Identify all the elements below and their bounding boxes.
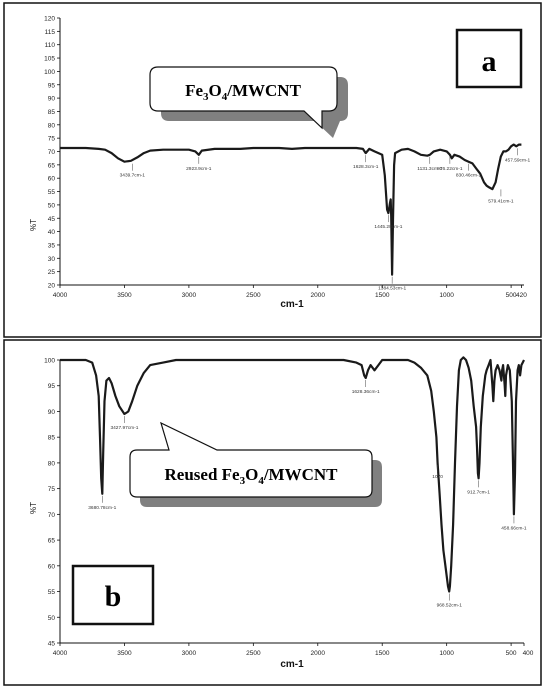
chart-b-spectrum-line	[60, 356, 525, 593]
chart-b-ytick-label: 80	[48, 460, 56, 467]
chart-a-ytick-label: 80	[48, 122, 56, 129]
chart-a-peak-label: 3439.7cm-1	[120, 173, 146, 179]
chart-a-ytick-label: 45	[48, 216, 56, 223]
chart-a-xtick-label: 2500	[246, 292, 261, 299]
chart-b-peak-label: 458.66cm-1	[501, 525, 527, 531]
chart-a-ytick-label: 85	[48, 109, 56, 116]
chart-b-xlabel: cm-1	[280, 659, 304, 670]
chart-b-ytick-label: 75	[48, 486, 56, 493]
chart-b-ytick-label: 100	[44, 358, 55, 365]
chart-b-peak-label: 1628.36cm-1	[352, 389, 380, 395]
chart-b-xtick-label: 1000	[439, 650, 454, 657]
panel-label-b-box: b	[71, 564, 155, 626]
chart-a-peak-label: 457.59cm-1	[505, 157, 531, 163]
chart-a-ytick-label: 35	[48, 242, 56, 249]
chart-b-ytick-label: 45	[48, 641, 56, 648]
chart-a-xtick-label: 3500	[117, 292, 132, 299]
chart-b-xtick-label: 3000	[182, 650, 197, 657]
chart-a-ytick-label: 75	[48, 136, 56, 143]
chart-b-xtick-label: 2000	[311, 650, 326, 657]
chart-a-peak-label: 1445.28cm-1	[374, 224, 402, 230]
chart-b-peak-label: 3680.78cm-1	[88, 505, 116, 511]
chart-a-ytick-label: 105	[44, 56, 55, 63]
callout-b-text: Reused Fe3O4/MWCNT	[165, 465, 339, 487]
panel-label-a-box: a	[455, 28, 523, 89]
chart-a-peak-label: 830.46cm-1	[456, 173, 482, 179]
chart-a: 20 25 30 35 40 45 50 55 60 65 70 75 80 85 90 95 100 105 11…	[29, 16, 531, 311]
chart-b-ytick-label: 50	[48, 615, 56, 622]
chart-a-ytick-label: 50	[48, 202, 56, 209]
chart-b-xtick-label: 400	[523, 650, 534, 657]
chart-b-ytick-label: 85	[48, 435, 56, 442]
chart-b-xtick-label: 2500	[246, 650, 261, 657]
chart-b-peak-label: 968.52cm-1	[437, 603, 463, 609]
chart-b-ytick-label: 95	[48, 383, 56, 390]
chart-b-peak-label: 1070	[432, 474, 443, 480]
chart-b-ytick-label: 90	[48, 409, 56, 416]
chart-b-xtick-label: 1500	[375, 650, 390, 657]
chart-a-peak-label: 2923.9cm-1	[186, 166, 212, 172]
chart-a-ytick-label: 120	[44, 16, 55, 23]
chart-b-ylabel: %T	[29, 502, 38, 514]
chart-b-ytick-label: 60	[48, 563, 56, 570]
panel-b-frame	[3, 339, 542, 686]
chart-b-xtick-label: 3500	[117, 650, 132, 657]
chart-a-xlabel: cm-1	[280, 299, 304, 310]
chart-a-ylabel: %T	[29, 219, 38, 231]
chart-a-ytick-label: 25	[48, 269, 56, 276]
panel-a-frame	[3, 2, 542, 338]
chart-a-xtick-label: 2000	[311, 292, 326, 299]
chart-a-peak-label: 976.22cm-1	[437, 166, 463, 172]
chart-a-ytick-label: 90	[48, 96, 56, 103]
panel-label-a: a	[482, 45, 497, 78]
chart-a-peak-label: 1131.3cm-1	[417, 166, 442, 172]
chart-a-xtick-label: 4000	[53, 292, 68, 299]
chart-b-xtick-label: 500	[506, 650, 517, 657]
chart-a-peak-label: 1384.53cm-1	[378, 286, 406, 292]
chart-a-xtick-label: 1000	[439, 292, 454, 299]
chart-a-xtick-label: 1500	[375, 292, 390, 299]
chart-a-ytick-label: 40	[48, 229, 56, 236]
callout-a: Fe3O4/MWCNT	[149, 66, 348, 138]
chart-a-ytick-label: 65	[48, 162, 56, 169]
chart-a-ytick-label: 100	[44, 69, 55, 76]
chart-a-peak-label: 579.41cm-1	[488, 198, 514, 204]
chart-b-xtick-label: 4000	[53, 650, 68, 657]
callout-a-text: Fe3O4/MWCNT	[185, 81, 301, 103]
chart-a-xtick-label: 3000	[182, 292, 197, 299]
chart-b-peak-label: 3427.97cm-1	[110, 425, 138, 431]
chart-a-spectrum-line	[60, 143, 522, 276]
chart-a-xtick-label: 500	[506, 292, 517, 299]
chart-a-ytick-label: 60	[48, 176, 56, 183]
chart-a-ytick-label: 115	[45, 29, 56, 36]
callout-b: Reused Fe3O4/MWCNT	[129, 421, 382, 507]
panel-label-b: b	[105, 580, 122, 613]
chart-b-ytick-label: 65	[48, 538, 56, 545]
chart-a-peak-label: 1628.3cm-1	[353, 164, 379, 170]
chart-a-ytick-label: 95	[48, 82, 56, 89]
chart-a-ytick-label: 70	[48, 149, 56, 156]
chart-b-peak-label: 912.7cm-1	[467, 489, 490, 495]
chart-b-ytick-label: 70	[48, 512, 56, 519]
chart-a-ytick-label: 55	[48, 189, 56, 196]
chart-b: 45 50 55 60 65 70 75 80 85 90 95 100 4000 3500 3000 250…	[29, 356, 534, 670]
chart-a-xtick-label: 420	[516, 292, 527, 299]
chart-a-ytick-label: 20	[48, 283, 56, 290]
chart-a-ytick-label: 110	[45, 42, 56, 49]
chart-a-ytick-label: 30	[48, 256, 56, 263]
chart-b-ytick-label: 55	[48, 589, 56, 596]
